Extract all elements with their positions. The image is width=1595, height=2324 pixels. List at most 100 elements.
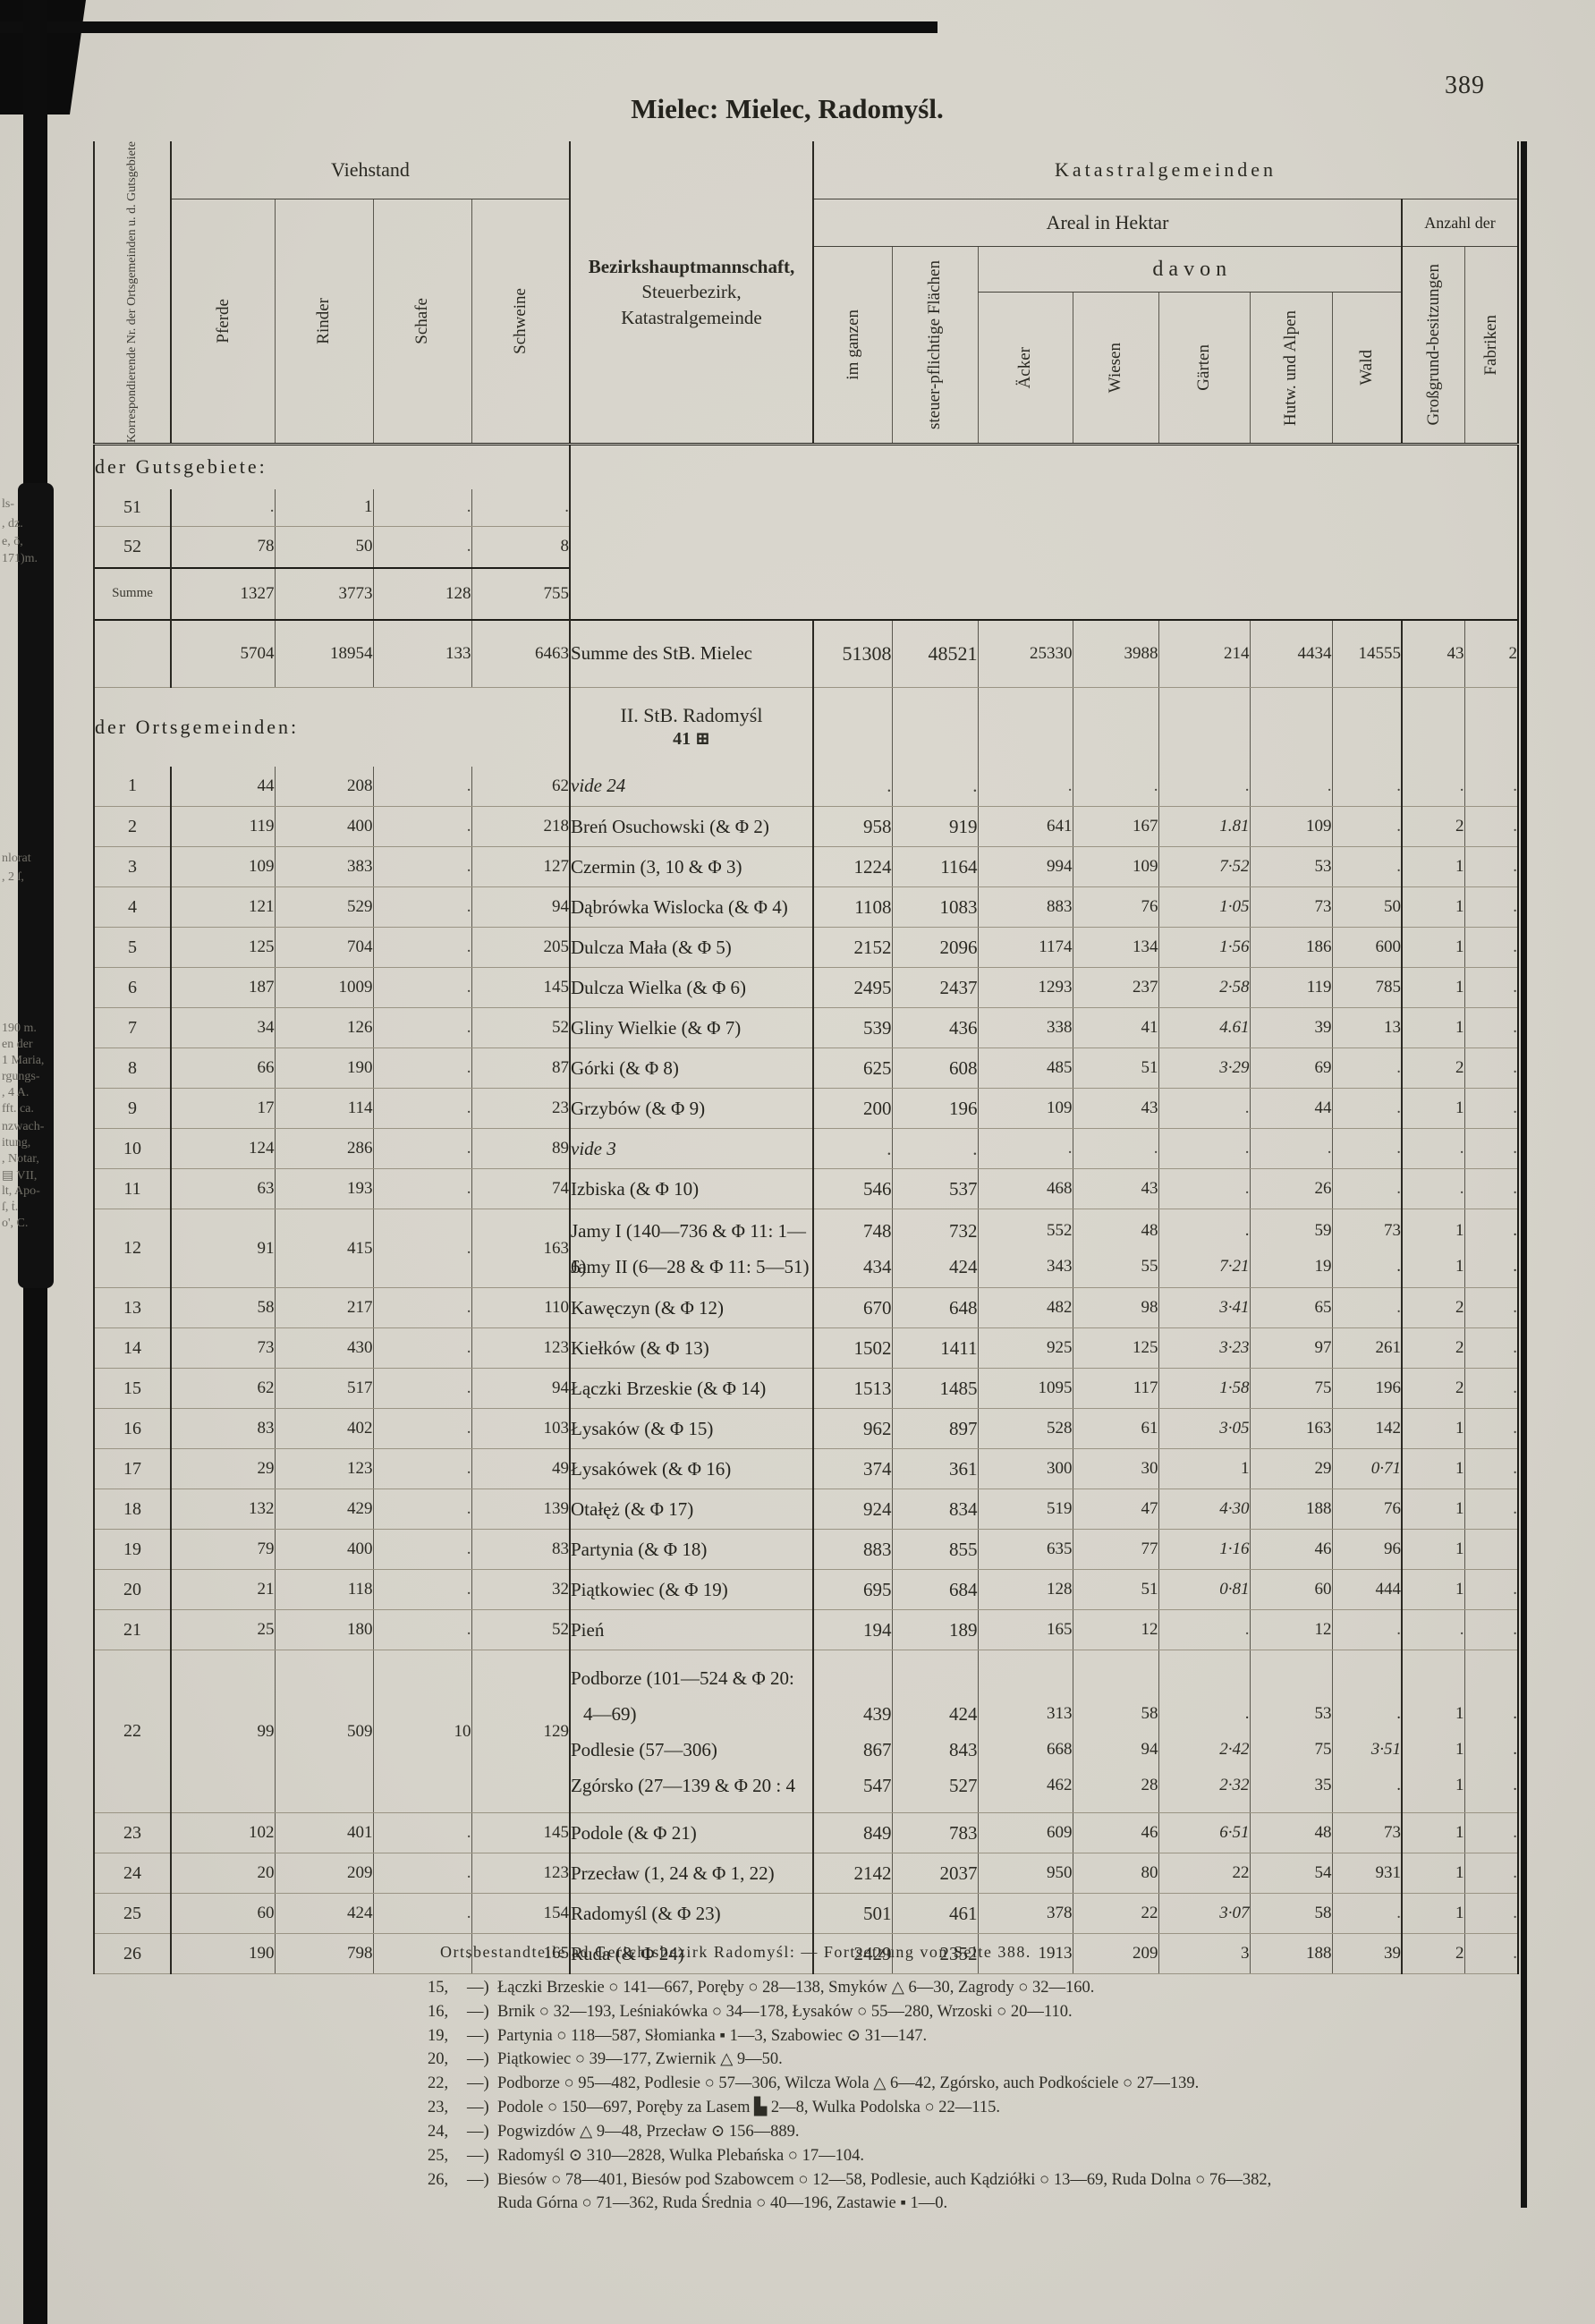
cell-vieh-0: 1327 [170, 566, 275, 621]
marginalia-fragment: ▤ VII, [2, 1169, 38, 1183]
table-row ortsgemeinde-row: 1 44 208. 62 vide 24......... [93, 766, 1519, 808]
cell-vieh-2: . [372, 1489, 471, 1531]
value-line-1: 7·21 [1219, 1256, 1250, 1276]
value-line-1: 313 [1047, 1703, 1073, 1723]
cell-areal-3: 237 [1072, 967, 1158, 1009]
cell-areal-3: 134 [1072, 927, 1158, 969]
cell-areal-6: . [1331, 1088, 1402, 1130]
cell-areal-1: 684 [891, 1569, 978, 1611]
footnote-dash: —) [467, 1979, 489, 1997]
cell-vieh-0: 29 [170, 1448, 275, 1490]
footnote-text: Partynia ○ 118—587, Słomianka ▪ 1—3, Sza… [497, 2026, 928, 2045]
cell-areal-0: 539 [812, 1007, 892, 1049]
cell-vieh-2: . [372, 766, 471, 808]
cell-vieh-0: 20 [170, 1853, 275, 1895]
cell-areal-7: 1 [1401, 1529, 1464, 1571]
name-text: Dulcza Mała (& Φ 5) [571, 936, 732, 958]
cell-areal-5: 44 [1249, 1088, 1332, 1130]
cell-areal-2: 883 [977, 886, 1073, 929]
marginalia-fragment: lt, Apo- [2, 1184, 40, 1198]
corr-nr-header: Korrespondierende Nr. der Ortsgemeinden … [93, 141, 171, 446]
cell-areal-5: 163 [1249, 1408, 1332, 1450]
table-row ortsgemeinde-row: 22 99 509 10 129 Podborze (101—524 & Φ 20: 4—6… [93, 1650, 1519, 1814]
statistics-table: Korrespondierende Nr. der Ortsgemeinden … [93, 141, 1519, 1975]
davon-col-header-0: Äcker [977, 292, 1073, 446]
cell-nr: 9 [93, 1088, 171, 1130]
cell-areal-3: 109 [1072, 846, 1158, 888]
cell-vieh-2: . [372, 1893, 471, 1935]
table-row ortsgemeinde-row: 26 190 798. 165 Ruda (& Φ 24) 2429 2352 1913 209… [93, 1933, 1519, 1975]
header-row-1: Korrespondierende Nr. der Ortsgemeinden … [93, 141, 1519, 446]
table-row ortsgemeinde-row: 19 79 400. 83 Partynia (& Φ 18) 883 855 635 77 1·… [93, 1529, 1519, 1571]
footnote-number: 22, [428, 2074, 449, 2093]
name-text: Dąbrówka Wislocka (& Φ 4) [571, 895, 788, 918]
cell-vieh-3: 110 [471, 1287, 570, 1329]
cell-areal-empty [1401, 687, 1464, 767]
footnote-dash: —) [467, 2170, 489, 2189]
footnote-number: 26, [428, 2170, 449, 2189]
cell-vieh-1: 509 [274, 1650, 373, 1814]
davon-col-label: Wald [1357, 350, 1377, 386]
cell-areal-5: 53 75 35 [1249, 1650, 1332, 1814]
cell-vieh-3: . [471, 488, 570, 528]
cell-vieh-2: . [372, 526, 471, 569]
cell-areal-7: 2 [1401, 1327, 1464, 1370]
cell-areal-0: 924 [812, 1489, 892, 1531]
value-lines: . 7·21 [1159, 1213, 1250, 1285]
header-row-2: Pferde Rinder Schafe Schweine Areal in Hekta… [94, 199, 1519, 446]
cell-areal-6: 931 [1331, 1853, 1402, 1895]
cell-name: Dąbrówka Wislocka (& Φ 4) [569, 886, 813, 929]
name-col-line-1: Steuerbezirk, [641, 281, 742, 303]
cell-vieh-2: 10 [372, 1650, 471, 1814]
cell-vieh-0: 34 [170, 1007, 275, 1049]
cell-vieh-3: 755 [471, 566, 570, 621]
cell-areal-3: 22 [1072, 1893, 1158, 1935]
cell-areal-1: 897 [891, 1408, 978, 1450]
marginalia-fragment: rgungs- [2, 1070, 40, 1083]
name-text: vide 3 [571, 1137, 616, 1159]
cell-areal-0: 51308 [812, 618, 892, 689]
cell-areal-8: . [1463, 1408, 1519, 1450]
cell-vieh-1: 209 [274, 1853, 373, 1895]
table-row ortsgemeinde-row: 21 25 180. 52 Pień 194 189 165 12. 12... [93, 1609, 1519, 1651]
cell-areal-2: 313 668 462 [977, 1650, 1073, 1814]
cell-name: Jamy I (140—736 & Φ 11: 1—6) Jamy II (6—2… [569, 1209, 813, 1289]
cell-areal-0: 2152 [812, 927, 892, 969]
cell-areal-0: 962 [812, 1408, 892, 1450]
cell-areal-0: 958 [812, 806, 892, 848]
cell-name: Łysaków (& Φ 15) [569, 1408, 813, 1450]
cell-areal-6: 444 [1331, 1569, 1402, 1611]
value-lines: 59 19 [1251, 1213, 1332, 1285]
cell-vieh-3: 62 [471, 766, 570, 808]
gutsgebiete-label-row: der Gutsgebiete: [93, 444, 1519, 620]
cell-vieh-1: 429 [274, 1489, 373, 1531]
value-line-0 [1404, 1660, 1464, 1696]
value-line-0 [979, 1660, 1073, 1696]
cell-areal-4: 3·07 [1158, 1893, 1250, 1935]
name-lines: Jamy I (140—736 & Φ 11: 1—6) Jamy II (6—2… [572, 1213, 812, 1285]
cell-areal-4: 2·58 [1158, 967, 1250, 1009]
cell-vieh-2: . [372, 1128, 471, 1170]
page-number: 389 [1445, 72, 1485, 99]
cell-nr: 20 [93, 1569, 171, 1611]
cell-areal-3: 80 [1072, 1853, 1158, 1895]
cell-vieh-0: 99 [170, 1650, 275, 1814]
cell-areal-8: . [1463, 1812, 1519, 1854]
name-text: Izbiska (& Φ 10) [571, 1177, 700, 1200]
name-col-line-0: Bezirkshauptmannschaft, [588, 256, 795, 278]
cell-vieh-0: 5704 [170, 618, 275, 689]
cell-vieh-3: 163 [471, 1209, 570, 1289]
cell-areal-8: . [1463, 766, 1519, 808]
cell-areal-5: 69 [1249, 1047, 1332, 1090]
cell-areal-2: 482 [977, 1287, 1073, 1329]
cell-vieh-2: . [372, 927, 471, 969]
value-line-3: 527 [949, 1774, 978, 1796]
name-text: Podole (& Φ 21) [571, 1821, 697, 1844]
cell-areal-1: 855 [891, 1529, 978, 1571]
cell-areal-7: 1 [1401, 886, 1464, 929]
cell-nr: 26 [93, 1933, 171, 1975]
cell-areal-6: 76 [1331, 1489, 1402, 1531]
cell-areal-5: 59 19 [1249, 1209, 1332, 1289]
value-lines: .. [1465, 1213, 1516, 1285]
header-row-4: Äcker Wiesen Gärten Hutw. und Alpen Wald [94, 292, 1518, 446]
